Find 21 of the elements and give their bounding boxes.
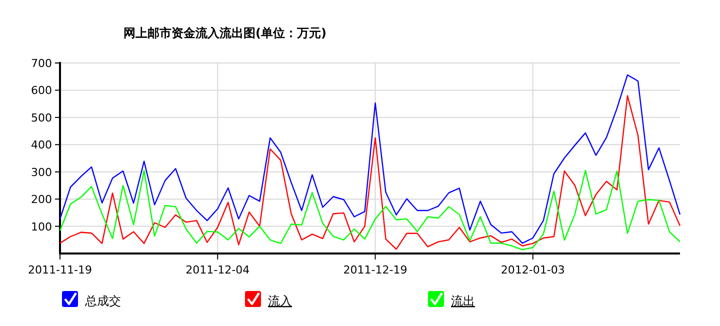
line-series — [59, 95, 681, 250]
x-tick-label: 2011-12-04 — [186, 264, 250, 276]
y-tick-label: 700 — [31, 57, 52, 70]
legend-item: 流入 — [245, 291, 292, 308]
legend-label: 总成交 — [84, 294, 121, 308]
y-tick-label: 400 — [31, 138, 52, 152]
y-tick-label: 500 — [31, 111, 52, 124]
legend-label: 流出 — [451, 294, 475, 308]
legend-item: 流出 — [428, 291, 475, 308]
line-series — [59, 74, 681, 244]
chart-title: 网上邮市资金流入流出图(单位：万元) — [124, 26, 326, 40]
x-tick-label: 2012-01-03 — [500, 264, 565, 276]
line-series — [59, 170, 681, 250]
y-tick-label: 600 — [31, 84, 52, 98]
x-tick-label: 2011-12-19 — [343, 264, 408, 276]
y-tick-label: 200 — [31, 193, 52, 206]
legend-label: 流入 — [268, 294, 292, 308]
legend-item: 总成交 — [62, 291, 121, 308]
x-tick-label: 2011-11-19 — [28, 264, 92, 276]
y-tick-label: 300 — [31, 166, 52, 179]
y-tick-label: 100 — [31, 220, 52, 234]
